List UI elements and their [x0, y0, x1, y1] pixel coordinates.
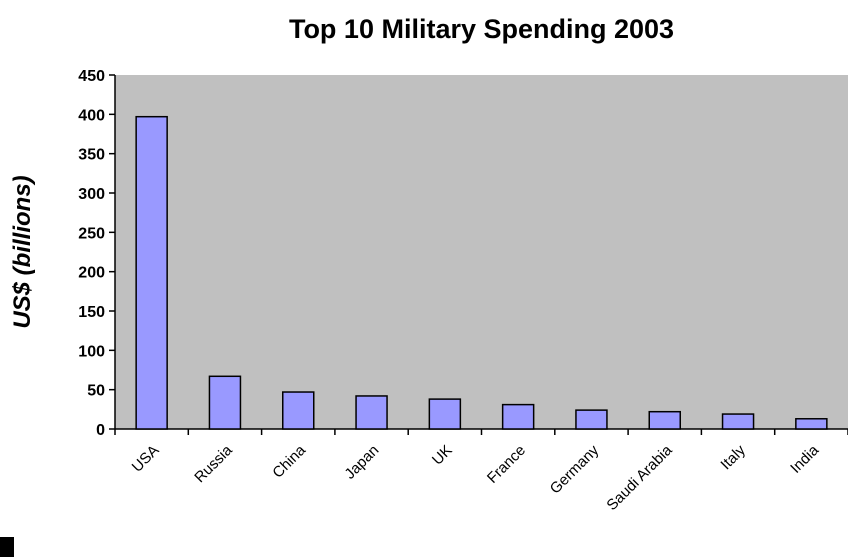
x-tick-label: India [787, 441, 822, 476]
x-axis: USA Russia China Japan UK France Germany Saudi … [114, 428, 848, 514]
x-tick-label: Germany [547, 441, 603, 497]
x-tick-label: Italy [717, 441, 749, 473]
x-tick-label: USA [129, 442, 163, 476]
x-tick-label: UK [429, 442, 456, 469]
y-tick-label: 0 [96, 422, 105, 439]
y-tick-label: 50 [87, 383, 105, 400]
chart-title: Top 10 Military Spending 2003 [288, 14, 675, 44]
y-axis-title: US$ (billions) [9, 175, 36, 328]
bar-india [795, 418, 828, 430]
bars [135, 115, 828, 430]
y-tick-label: 450 [78, 68, 105, 85]
y-tick-label: 150 [78, 304, 105, 321]
x-tick-label: France [484, 442, 529, 487]
y-tick-label: 200 [78, 265, 105, 282]
y-axis: 0 50 100 150 200 250 300 350 400 450 [78, 68, 116, 439]
bar-germany [575, 409, 608, 430]
y-tick-label: 250 [78, 225, 105, 242]
x-tick-label: Russia [191, 441, 236, 486]
bar-saudi-arabia [648, 410, 681, 430]
y-tick-label: 300 [78, 186, 105, 203]
bar-russia [208, 375, 242, 430]
bar-italy [721, 413, 755, 430]
plot-area [115, 75, 848, 429]
bar-uk [428, 398, 462, 430]
bar-usa [135, 115, 168, 430]
x-tick-label: Saudi Arabia [603, 441, 676, 514]
y-tick-label: 350 [78, 147, 105, 164]
bar-japan [355, 395, 388, 430]
x-tick-label: Japan [341, 442, 382, 483]
corner-square-mark [0, 537, 14, 557]
bar-china [282, 391, 315, 430]
x-tick-label: China [269, 441, 309, 481]
bar-france [501, 403, 535, 430]
y-tick-label: 400 [78, 107, 105, 124]
y-tick-label: 100 [78, 343, 105, 360]
